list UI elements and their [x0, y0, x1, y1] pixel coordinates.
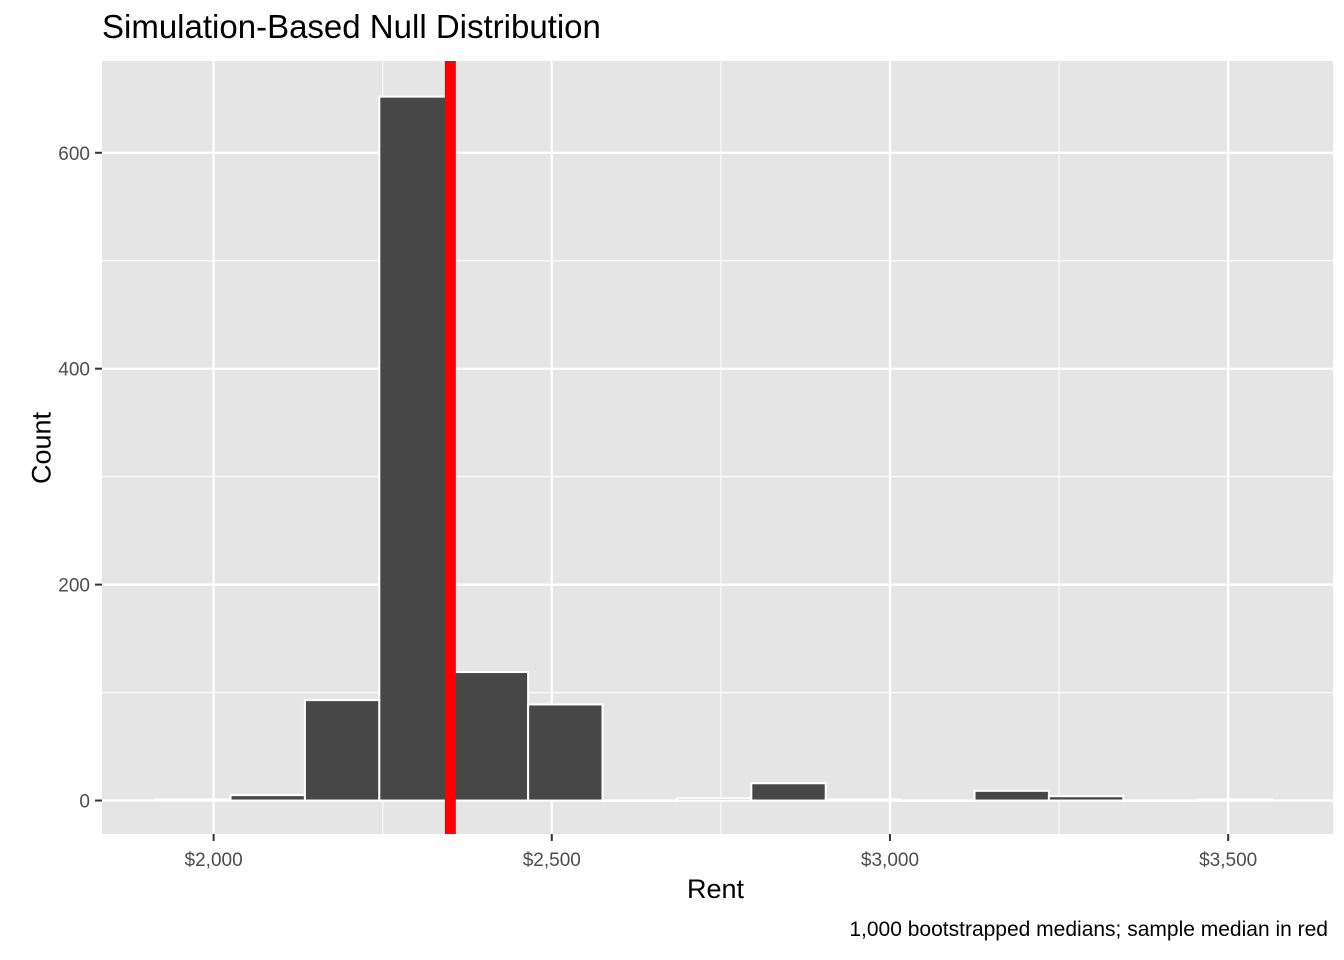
histogram-bar: [1122, 799, 1199, 803]
x-axis-label: Rent: [686, 874, 745, 904]
histogram-bar: [1196, 798, 1274, 802]
histogram-bar: [229, 794, 306, 802]
histogram-bar: [750, 782, 827, 802]
plot-background: [102, 61, 1333, 834]
y-tick-label: 400: [58, 360, 90, 381]
histogram-bar: [452, 671, 530, 802]
y-tick-label: 600: [58, 144, 90, 165]
histogram-bar: [973, 789, 1050, 802]
axis-ticks: $2,000 $2,500 $3,000 $3,500 0 200 400 600: [58, 144, 1257, 871]
histogram-bar: [378, 95, 455, 802]
histogram-bar: [303, 699, 381, 802]
histogram-bar: [155, 798, 232, 802]
y-tick-label: 200: [58, 576, 90, 597]
y-axis-label: Count: [26, 411, 57, 485]
histogram-bars: [155, 95, 1274, 803]
x-tick-label: $2,000: [185, 850, 243, 871]
x-tick-label: $3,500: [1199, 850, 1257, 871]
histogram-bar: [601, 799, 678, 803]
x-tick-label: $3,000: [861, 850, 919, 871]
x-tick-label: $2,500: [523, 850, 581, 871]
chart-title: Simulation-Based Null Distribution: [102, 8, 601, 45]
histogram-bar: [675, 797, 753, 802]
y-tick-label: 0: [79, 792, 90, 813]
histogram-bar: [1047, 795, 1125, 802]
chart-caption: 1,000 bootstrapped medians; sample media…: [849, 918, 1328, 941]
histogram-bar: [899, 799, 976, 803]
histogram-bar: [824, 798, 902, 802]
histogram-bar: [527, 703, 604, 802]
plot-panel: [102, 61, 1333, 834]
